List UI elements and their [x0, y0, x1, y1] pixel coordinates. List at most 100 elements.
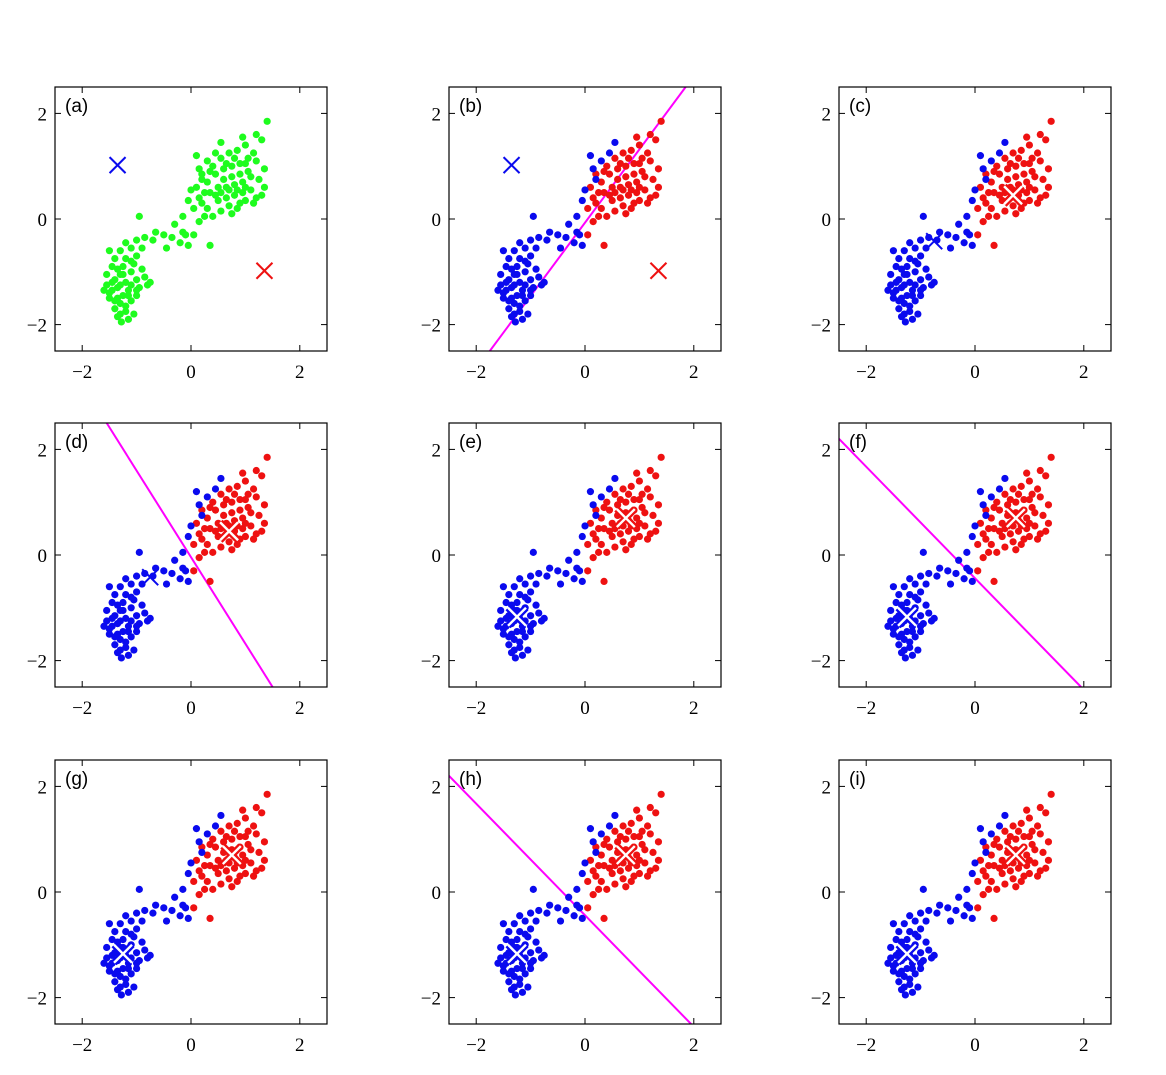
point-e-47	[510, 646, 518, 654]
panel-label-e: (e)	[459, 432, 482, 453]
point-c-58	[955, 220, 963, 228]
point-i-62	[952, 906, 960, 915]
point-g-128	[190, 877, 198, 886]
point-b-33	[516, 239, 524, 247]
point-f-57	[919, 548, 927, 556]
point-b-91	[611, 207, 619, 215]
point-a-23	[108, 262, 116, 271]
point-f-78	[1001, 490, 1009, 498]
centroid-h-blue	[505, 942, 529, 966]
point-d-82	[249, 485, 258, 493]
point-b-124	[589, 218, 597, 226]
point-f-56	[917, 572, 925, 580]
centroid-b-red	[649, 262, 668, 280]
point-d-24	[119, 598, 127, 607]
xtick-label-b-2: 2	[689, 362, 699, 383]
point-g-136	[192, 825, 201, 833]
point-c-70	[1031, 186, 1039, 194]
point-h-128	[584, 877, 592, 886]
centroid-e-blue	[505, 605, 529, 629]
point-g-121	[236, 872, 244, 880]
point-e-45	[518, 627, 527, 636]
point-a-63	[176, 239, 184, 247]
point-d-127	[201, 548, 209, 556]
point-a-119	[233, 186, 241, 194]
point-d-60	[184, 577, 192, 586]
ytick-label-f-0: −2	[811, 652, 831, 673]
point-a-47	[116, 310, 124, 318]
point-f-54	[944, 567, 952, 575]
point-f-127	[985, 548, 993, 556]
point-b-49	[494, 286, 502, 294]
point-f-11	[917, 627, 925, 636]
point-c-126	[965, 231, 974, 239]
point-g-50	[146, 951, 154, 959]
point-c-47	[900, 310, 908, 318]
point-d-114	[241, 495, 249, 504]
point-a-60	[184, 241, 192, 249]
point-i-121	[1020, 872, 1028, 880]
point-h-114	[635, 832, 644, 841]
point-b-133	[597, 157, 605, 165]
point-g-40	[108, 951, 116, 959]
point-h-3	[505, 978, 513, 986]
point-h-28	[527, 925, 535, 933]
point-c-112	[1044, 165, 1053, 173]
point-c-65	[990, 189, 998, 197]
point-b-116	[616, 159, 624, 168]
point-i-82	[1033, 822, 1042, 830]
point-e-27	[516, 591, 524, 599]
ytick-label-c-2: 2	[822, 104, 832, 125]
point-h-54	[554, 904, 562, 912]
point-e-54	[554, 567, 562, 575]
point-b-112	[654, 165, 663, 173]
point-f-120	[1025, 519, 1033, 527]
point-e-104	[622, 498, 630, 506]
point-d-28	[133, 588, 141, 596]
point-b-89	[586, 183, 595, 191]
point-i-31	[911, 917, 919, 925]
point-i-85	[1036, 803, 1044, 812]
point-i-96	[1039, 848, 1047, 857]
point-d-131	[187, 522, 195, 530]
point-a-90	[203, 204, 211, 213]
point-i-32	[922, 917, 930, 925]
point-h-62	[562, 906, 570, 915]
point-h-81	[635, 814, 644, 822]
point-g-27	[122, 928, 130, 936]
panel-label-c: (c)	[849, 96, 871, 117]
point-c-22	[925, 273, 933, 281]
point-g-65	[206, 862, 214, 870]
point-g-1	[117, 991, 125, 999]
point-h-134	[605, 822, 614, 830]
point-a-38	[127, 281, 135, 289]
panel-e-plot-area	[494, 453, 665, 662]
point-c-42	[922, 265, 930, 273]
point-a-99	[222, 194, 230, 202]
point-f-98	[1031, 509, 1039, 517]
point-g-81	[241, 814, 249, 822]
centroid-i-blue-inner-b	[897, 943, 917, 964]
point-b-120	[635, 183, 644, 191]
point-a-56	[133, 236, 141, 244]
point-g-58	[171, 893, 179, 901]
point-d-31	[127, 580, 135, 588]
point-f-31	[911, 580, 919, 588]
point-h-33	[516, 912, 524, 920]
point-a-91	[217, 207, 225, 215]
point-d-43	[133, 622, 141, 630]
ytick-label-g-1: 0	[38, 883, 48, 904]
xtick-label-g-0: −2	[72, 1035, 92, 1056]
point-f-80	[1017, 482, 1025, 490]
point-i-137	[1001, 811, 1009, 820]
xtick-label-c-0: −2	[856, 362, 876, 383]
point-b-48	[521, 257, 529, 265]
point-b-2	[518, 315, 527, 323]
point-c-122	[1012, 210, 1020, 218]
point-a-36	[105, 289, 113, 297]
point-a-85	[252, 130, 260, 139]
point-i-35	[906, 975, 914, 983]
point-e-46	[505, 633, 513, 641]
point-f-92	[1009, 538, 1017, 546]
point-h-90	[597, 877, 605, 886]
